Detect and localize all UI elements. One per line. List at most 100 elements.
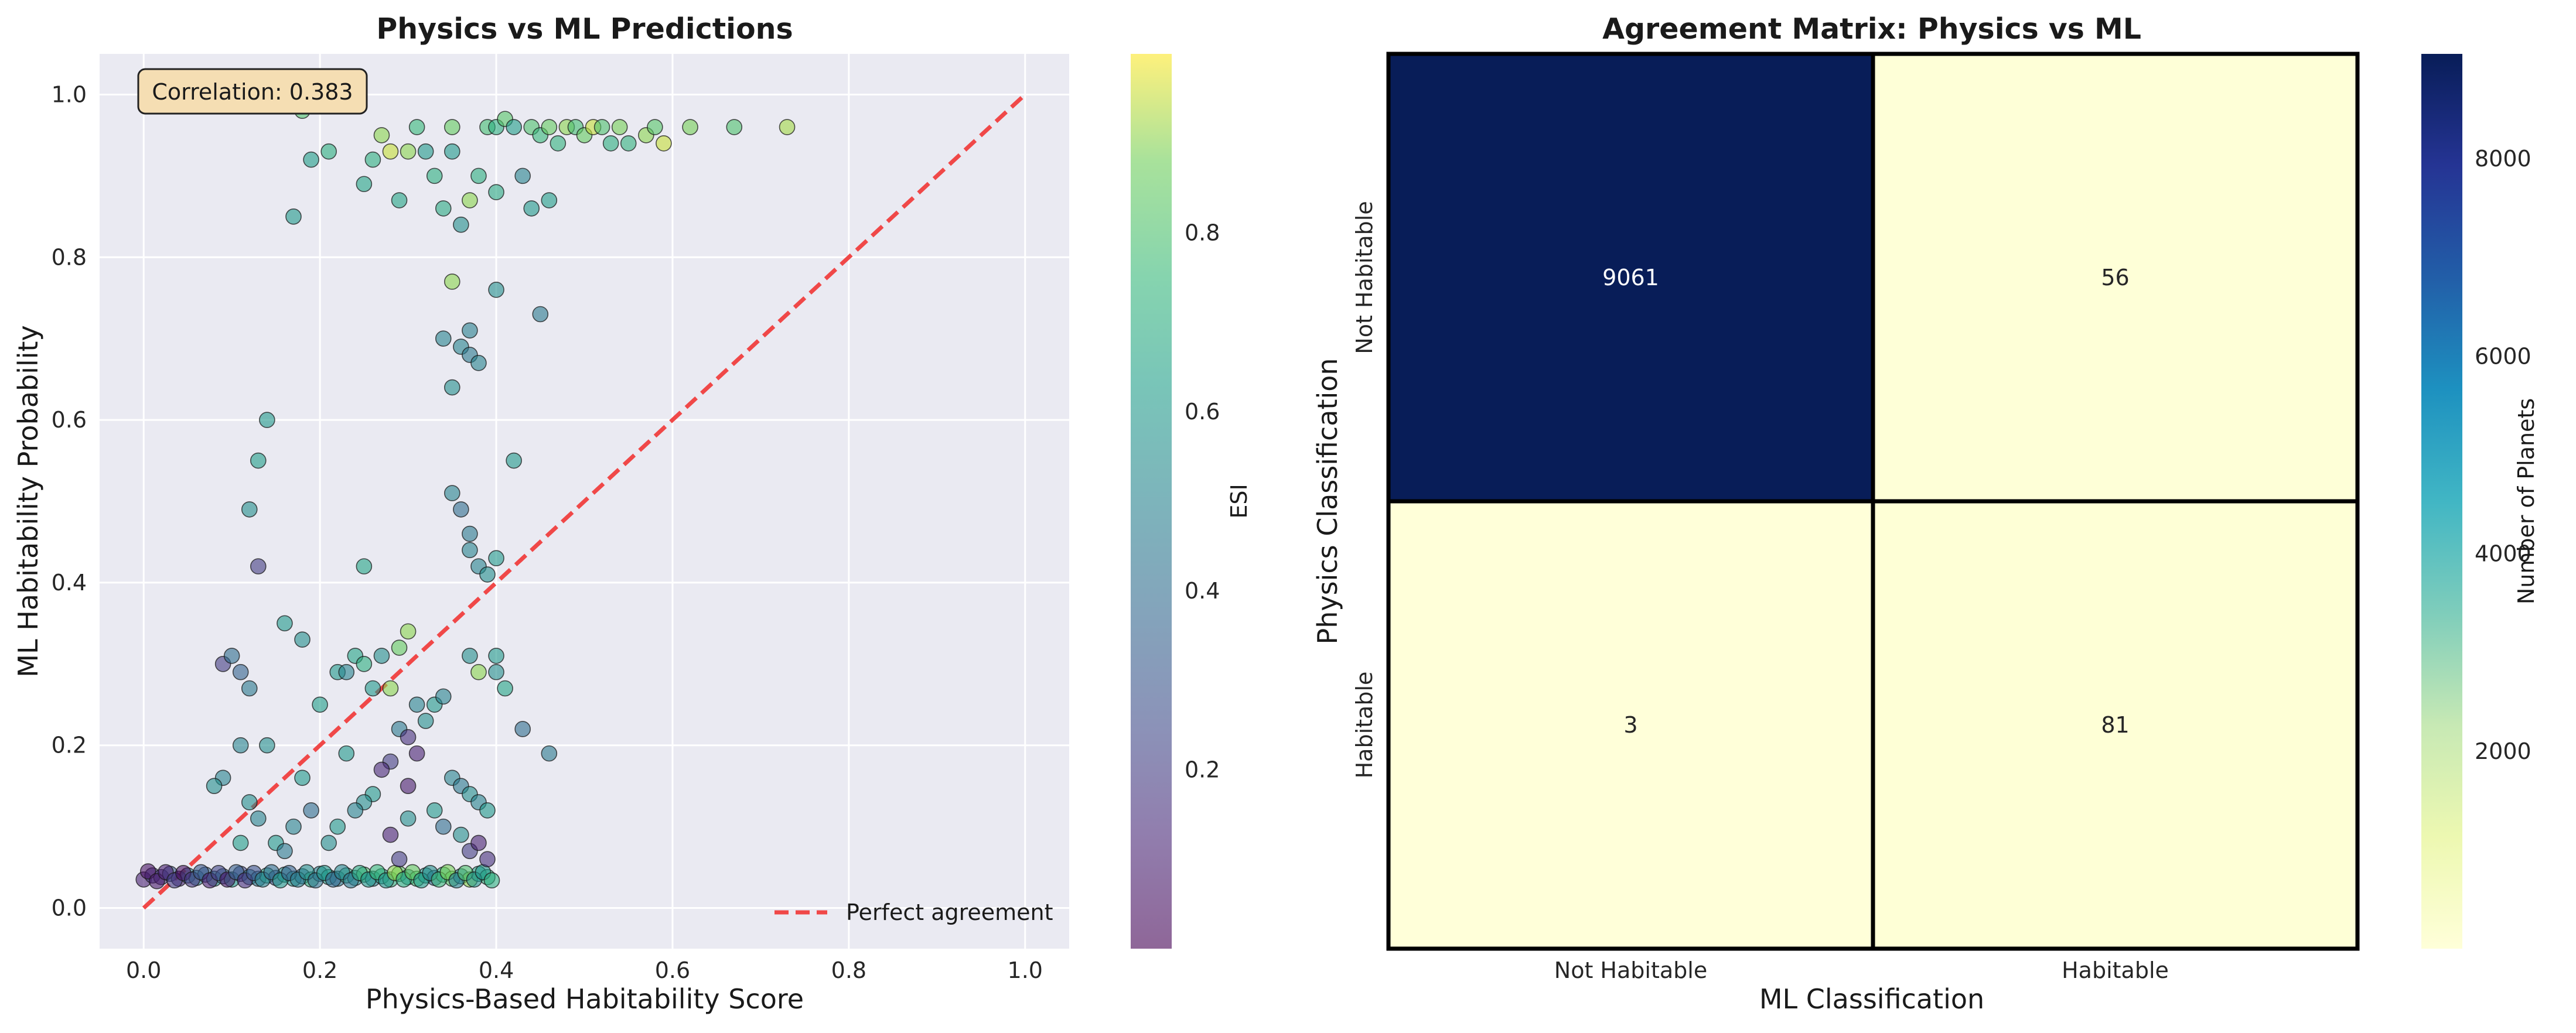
scatter-point (453, 216, 469, 233)
scatter-point (277, 615, 293, 632)
scatter-point (294, 769, 311, 786)
heatmap-y-category: Not Habitable (1352, 201, 1377, 354)
y-tick-label: 0.8 (52, 244, 87, 270)
esi-colorbar-label: ESI (1226, 484, 1252, 518)
esi-tick-label: 0.8 (1185, 220, 1220, 246)
heatmap-cell-value: 3 (1623, 712, 1637, 738)
scatter-point (426, 167, 443, 184)
scatter-point (250, 452, 267, 469)
scatter-point (488, 663, 504, 680)
heatmap-cell (1871, 499, 2360, 951)
scatter-point (453, 501, 469, 518)
correlation-box (137, 68, 368, 115)
scatter-point (435, 330, 452, 347)
scatter-point (435, 688, 452, 705)
scatter-point (470, 834, 487, 851)
heatmap-x-category: Habitable (2062, 957, 2169, 983)
heatmap-x-label: ML Classification (1759, 983, 1984, 1015)
y-tick-label: 0.4 (52, 570, 87, 596)
heatmap-cell (1386, 52, 1875, 504)
scatter-point (391, 851, 408, 867)
scatter-point (400, 623, 417, 640)
scatter-point (611, 119, 628, 135)
planets-colorbar-label: Number of Planets (2513, 398, 2539, 604)
x-tick-label: 0.2 (302, 957, 337, 983)
scatter-point (479, 851, 496, 867)
heatmap-cell (1871, 52, 2360, 504)
scatter-point (532, 306, 549, 323)
scatter-point (541, 119, 558, 135)
scatter-point (453, 826, 469, 843)
esi-tick-label: 0.2 (1185, 757, 1220, 782)
planets-tick-label: 2000 (2475, 738, 2531, 764)
heatmap-y-label: Physics Classification (1312, 358, 1343, 644)
scatter-point (320, 834, 337, 851)
scatter-point (426, 802, 443, 819)
scatter-point (470, 355, 487, 371)
correlation-annotation: Correlation: 0.383 (137, 68, 368, 115)
legend-entry-perfect-agreement: Perfect agreement (846, 899, 1053, 925)
scatter-point (382, 143, 399, 160)
scatter-point (514, 167, 531, 184)
scatter-point (470, 663, 487, 680)
scatter-point (373, 761, 390, 778)
scatter-point (364, 151, 381, 168)
scatter-point (408, 745, 425, 762)
heatmap-x-categories: Not Habitable Habitable (1554, 957, 2169, 983)
scatter-point (488, 184, 504, 200)
heatmap-y-category: Habitable (1352, 672, 1377, 779)
scatter-x-label: Physics-Based Habitability Score (366, 983, 804, 1015)
scatter-point (779, 119, 796, 135)
scatter-point (514, 721, 531, 737)
x-tick-label: 0.8 (831, 957, 866, 983)
scatter-title: Physics vs ML Predictions (376, 12, 793, 46)
scatter-point (470, 167, 487, 184)
scatter-point (444, 485, 460, 501)
x-tick-label: 0.4 (479, 957, 514, 983)
scatter-chart: Physics vs ML Predictions 0.0 0.2 0.4 0.6 0.… (12, 12, 1252, 1015)
y-tick-label: 0.0 (52, 895, 87, 921)
scatter-point (462, 192, 478, 208)
scatter-point (541, 192, 558, 208)
scatter-point (462, 648, 478, 664)
scatter-point (488, 282, 504, 298)
scatter-point (417, 143, 434, 160)
y-tick-label: 0.2 (52, 733, 87, 758)
heatmap-cell-value: 81 (2101, 712, 2129, 738)
scatter-point (356, 176, 373, 193)
scatter-point (382, 680, 399, 697)
scatter-point (483, 872, 500, 889)
scatter-point (329, 818, 346, 835)
correlation-text: Correlation: 0.383 (152, 79, 353, 105)
scatter-point (682, 119, 698, 135)
planets-colorbar-ticks: 2000 4000 6000 8000 (2475, 146, 2531, 764)
scatter-point (417, 713, 434, 729)
agreement-heatmap: Agreement Matrix: Physics vs ML 9061 56 3 8… (1312, 12, 2539, 1015)
scatter-point (250, 558, 267, 574)
reference-line (142, 93, 1027, 910)
y-tick-label: 0.6 (52, 407, 87, 433)
scatter-point (250, 810, 267, 827)
esi-colorbar-ticks: 0.2 0.4 0.6 0.8 (1185, 220, 1220, 783)
scatter-point (620, 135, 637, 152)
scatter-x-ticks: 0.0 0.2 0.4 0.6 0.8 1.0 (126, 957, 1043, 983)
scatter-point (488, 550, 504, 567)
scatter-point (373, 648, 390, 664)
scatter-point (479, 566, 496, 583)
scatter-point (550, 135, 567, 152)
scatter-point (206, 778, 223, 794)
scatter-point (259, 737, 275, 754)
scatter-point (462, 525, 478, 542)
heatmap-cells: 9061 56 3 81 (1386, 52, 2360, 951)
scatter-point (373, 127, 390, 143)
planets-tick-label: 8000 (2475, 146, 2531, 172)
scatter-point (232, 737, 249, 754)
scatter-point (656, 135, 672, 152)
scatter-point (259, 412, 275, 428)
scatter-point (285, 818, 302, 835)
scatter-point (277, 843, 293, 860)
scatter-point (462, 322, 478, 339)
scatter-point (364, 680, 381, 697)
scatter-point (312, 696, 328, 713)
